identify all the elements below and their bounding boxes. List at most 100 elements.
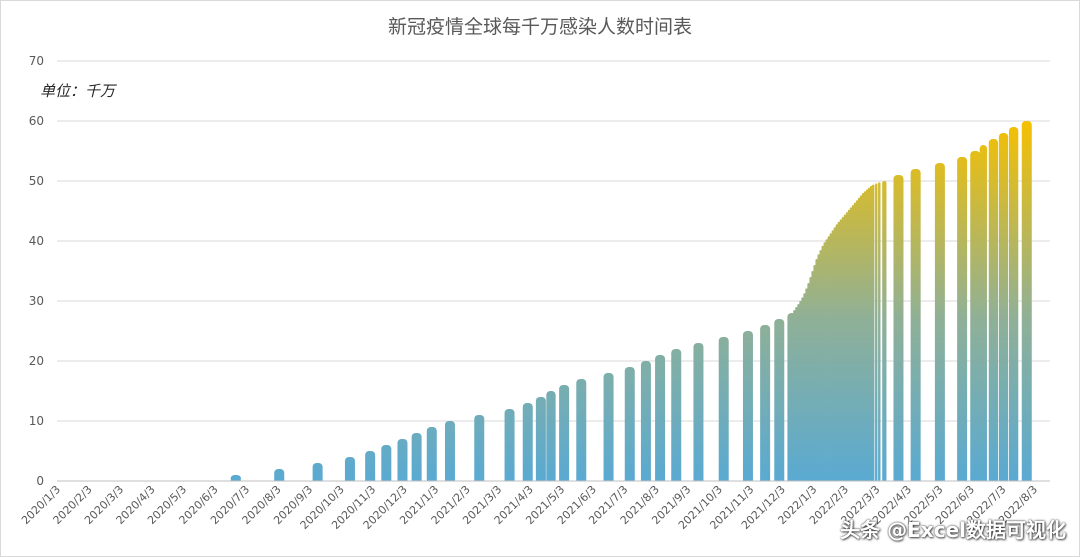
bar — [624, 367, 635, 481]
y-tick-label: 30 — [29, 294, 44, 308]
y-tick-label: 60 — [29, 114, 44, 128]
bar-base — [934, 477, 945, 481]
bar — [998, 133, 1009, 481]
bar — [603, 373, 614, 481]
bar — [559, 385, 570, 481]
bar-base — [859, 479, 863, 481]
bar — [365, 451, 376, 481]
bar — [803, 293, 806, 481]
bar — [671, 349, 682, 481]
bar — [809, 277, 812, 481]
bar-base — [875, 479, 878, 481]
bar — [1008, 127, 1019, 481]
bar-base — [426, 477, 437, 481]
bar-base — [522, 477, 533, 481]
bar — [910, 169, 921, 481]
bar-base — [825, 479, 828, 481]
bar-base — [821, 479, 824, 481]
bar-base — [624, 477, 635, 481]
y-tick-label: 70 — [29, 54, 44, 68]
bar-base — [381, 477, 392, 481]
bar-base — [801, 479, 804, 481]
bar-base — [835, 479, 839, 481]
bar-base — [979, 477, 987, 481]
bar — [857, 197, 861, 482]
bar — [760, 325, 771, 481]
bar-base — [882, 478, 887, 481]
bar — [576, 379, 587, 481]
bars — [230, 121, 1032, 482]
bar-base — [998, 477, 1009, 481]
bar — [815, 259, 818, 481]
bar-base — [865, 479, 869, 481]
bar — [853, 202, 857, 481]
unit-label: 单位：千万 — [40, 82, 116, 100]
bar-base — [411, 477, 422, 481]
bar — [825, 239, 828, 481]
bar-base — [829, 479, 832, 481]
bar — [817, 254, 820, 481]
bar-base — [397, 477, 408, 481]
bar — [799, 301, 802, 481]
bar-base — [444, 477, 455, 481]
bar-base — [853, 479, 857, 481]
bar — [970, 151, 981, 481]
bar-base — [863, 479, 867, 481]
bar-base — [718, 477, 729, 481]
bar-base — [546, 477, 556, 481]
bar-base — [845, 479, 849, 481]
bar — [693, 343, 704, 481]
bar — [718, 337, 729, 481]
bar-base — [671, 477, 682, 481]
bar — [839, 219, 843, 481]
bar-base — [312, 477, 323, 481]
bar — [829, 233, 832, 481]
bar-base — [970, 477, 981, 481]
bar-base — [474, 477, 485, 481]
bar-base — [655, 477, 666, 481]
bar-base — [833, 479, 837, 481]
bar-base — [857, 479, 861, 481]
bar-base — [849, 479, 853, 481]
bar-base — [576, 477, 587, 481]
bar — [882, 181, 887, 481]
bar-base — [869, 479, 873, 481]
bar — [979, 145, 987, 481]
bar-base — [819, 479, 822, 481]
bar — [819, 250, 822, 481]
bar — [797, 304, 800, 481]
bar-base — [365, 477, 376, 481]
bar — [851, 205, 855, 481]
bar — [841, 217, 845, 481]
bar-base — [827, 479, 830, 481]
bar — [855, 200, 859, 481]
bar-base — [774, 477, 785, 481]
bar — [344, 457, 355, 481]
bar-base — [693, 477, 704, 481]
bar — [878, 182, 881, 481]
bar — [845, 212, 849, 481]
bar-base — [813, 479, 816, 481]
y-tick-label: 50 — [29, 174, 44, 188]
bar — [546, 391, 556, 481]
bar-base — [843, 479, 847, 481]
bar — [640, 361, 651, 481]
bar — [867, 187, 871, 481]
bar — [411, 433, 422, 481]
bar — [849, 207, 853, 481]
bar-base — [230, 477, 241, 481]
y-tick-label: 0 — [36, 474, 44, 488]
bar-base — [760, 477, 771, 481]
bar-base — [839, 479, 843, 481]
y-tick-label: 20 — [29, 354, 44, 368]
bar-base — [787, 477, 798, 481]
bar — [474, 415, 485, 481]
bar-base — [831, 479, 835, 481]
bar — [397, 439, 408, 481]
bar-base — [957, 477, 968, 481]
bar — [774, 319, 785, 481]
bar — [813, 265, 816, 481]
bar — [801, 297, 804, 481]
bar-base — [742, 477, 753, 481]
bar — [827, 236, 830, 481]
